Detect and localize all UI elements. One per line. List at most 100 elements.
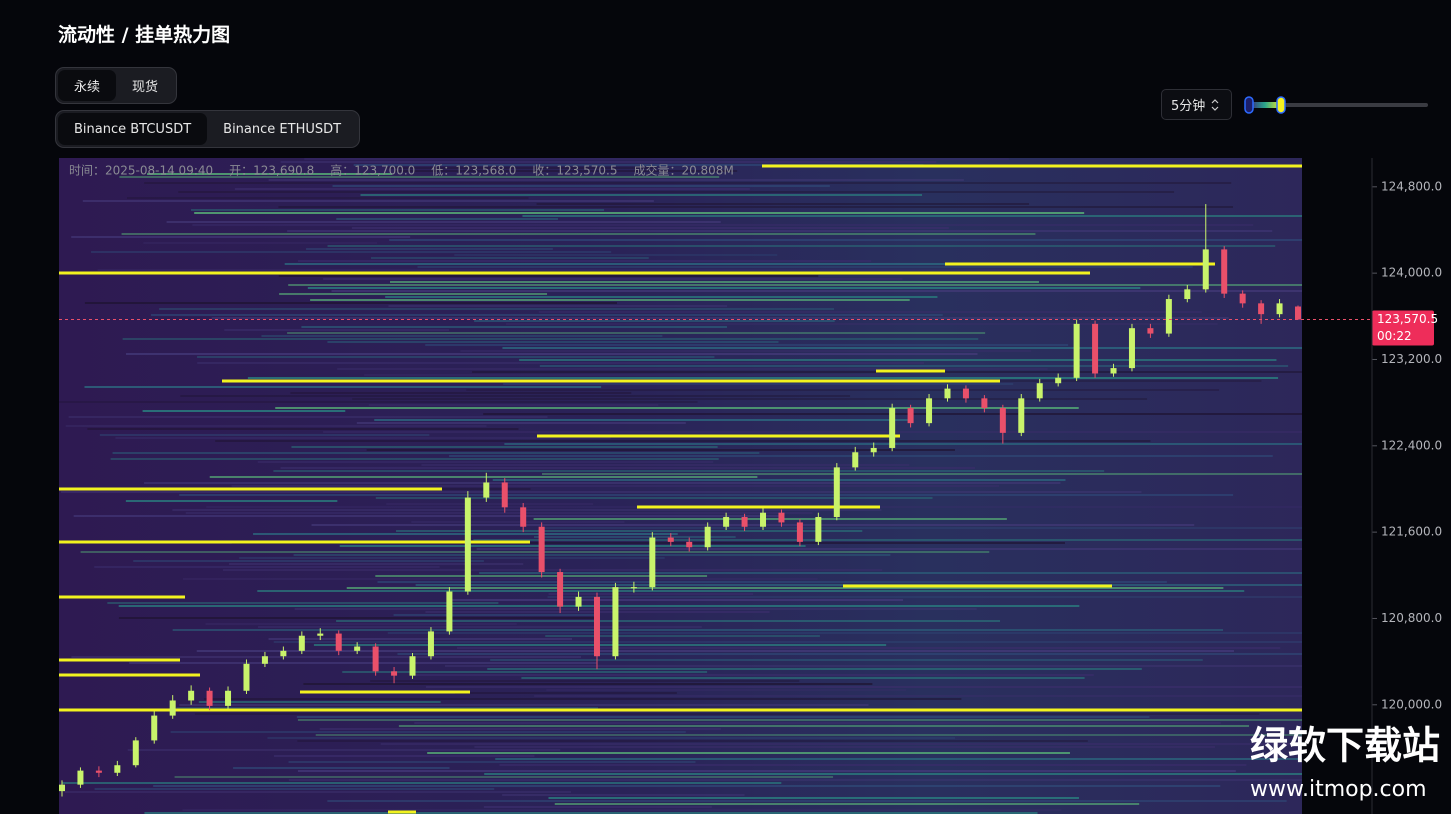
- watermark-url: www.itmop.com: [1250, 777, 1427, 802]
- heatmap-stripe: [275, 407, 1079, 409]
- heatmap-stripe: [504, 443, 1302, 445]
- heatmap-stripe: [393, 614, 597, 616]
- candle-body: [446, 591, 453, 632]
- heatmap-stripe: [327, 341, 779, 343]
- heatmap-stripe: [466, 389, 1220, 391]
- heatmap-stripe: [278, 275, 819, 277]
- heatmap-stripe: [306, 248, 553, 250]
- heatmap-stripe: [196, 650, 1235, 652]
- heatmap-stripe: [127, 749, 561, 751]
- heatmap-stripe: [297, 719, 1303, 721]
- heatmap-stripe: [339, 545, 806, 547]
- heatmap-stripe: [278, 206, 1234, 208]
- candle-body: [630, 587, 637, 589]
- heatmap-stripe: [387, 632, 1303, 634]
- y-tick-label: 124,000.0: [1381, 266, 1442, 280]
- heatmap-stripe: [502, 794, 745, 796]
- heatmap-stripe: [396, 530, 863, 532]
- heatmap-stripe: [97, 269, 1091, 271]
- heatmap-stripe: [126, 353, 978, 355]
- heatmap-stripe: [294, 608, 977, 610]
- heatmap-stripe: [386, 503, 594, 505]
- heatmap-stripe: [479, 572, 1303, 574]
- heatmap-stripe: [239, 557, 665, 559]
- current-price-label: 123,570.5: [1377, 312, 1438, 326]
- heatmap-stripe: [64, 791, 572, 793]
- candle-body: [317, 633, 324, 636]
- info-text: 低：123,568.0: [431, 164, 516, 178]
- heatmap-stripe: [284, 263, 1150, 265]
- interval-select[interactable]: 5分钟: [1161, 89, 1232, 120]
- heatmap-stripe: [178, 191, 1175, 193]
- heatmap-stripe: [94, 788, 495, 790]
- heatmap-stripe: [73, 515, 782, 517]
- heatmap-stripe: [495, 758, 1303, 760]
- heatmap-stripe: [84, 302, 617, 304]
- slider-knob[interactable]: [1244, 96, 1254, 114]
- heatmap-stripe: [472, 371, 1302, 373]
- intensity-slider[interactable]: [1244, 96, 1430, 114]
- heatmap-stripe: [390, 281, 1039, 283]
- candle-body: [225, 690, 232, 706]
- heatmap-stripe: [545, 635, 820, 637]
- symbol-tabs: Binance BTCUSDT Binance ETHUSDT: [55, 110, 361, 148]
- heatmap-stripe: [121, 233, 1036, 235]
- heatmap-stripe: [119, 176, 720, 178]
- heatmap-stripe: [374, 419, 908, 421]
- interval-value: 5分钟: [1171, 99, 1206, 114]
- candle-body: [114, 765, 121, 773]
- candle-body: [1018, 398, 1025, 433]
- heatmap-stripe: [129, 662, 597, 664]
- candle-body: [243, 663, 250, 691]
- tab[interactable]: Binance BTCUSDT: [58, 113, 208, 145]
- heatmap-stripe: [247, 377, 1279, 379]
- liquidity-walls: [59, 164, 1302, 814]
- heatmap-stripe: [153, 785, 1221, 787]
- slider-knob[interactable]: [1276, 96, 1286, 114]
- candle-body: [796, 522, 803, 542]
- heatmap-stripe: [474, 746, 1216, 748]
- heatmap-stripe: [490, 659, 1203, 661]
- heatmap-stripe: [122, 338, 979, 340]
- heatmap-stripe: [427, 752, 1070, 754]
- heatmap-stripe: [533, 518, 1007, 520]
- tab[interactable]: 永续: [58, 70, 117, 101]
- candle-body: [520, 507, 527, 527]
- heatmap-stripe: [327, 245, 1276, 247]
- heatmap-stripe: [352, 398, 1148, 400]
- heatmap-stripe: [280, 161, 937, 163]
- heatmap-stripe: [215, 440, 1151, 442]
- heatmap-stripe: [203, 698, 962, 700]
- candle-body: [59, 784, 65, 792]
- heatmap-stripe: [209, 476, 758, 478]
- heatmap-stripe: [273, 470, 1105, 472]
- heatmap-stripe: [332, 185, 830, 187]
- heatmap-stripe: [421, 464, 910, 466]
- heatmap-stripe: [521, 677, 1085, 679]
- heatmap-stripe: [180, 395, 851, 397]
- heatmap-stripe: [534, 695, 1302, 697]
- heatmap-stripe: [522, 215, 1302, 217]
- heatmap-stripe: [297, 740, 1088, 742]
- heatmap-stripe: [152, 272, 626, 274]
- heatmap-stripe: [315, 734, 1302, 736]
- heatmap-stripe: [257, 461, 714, 463]
- heatmap-stripe: [287, 230, 1273, 232]
- heatmap-stripe: [454, 692, 677, 694]
- heatmap-stripe: [288, 779, 1302, 781]
- heatmap-stripe: [304, 158, 1009, 160]
- heatmap-stripe: [125, 500, 338, 502]
- slider-track: [1248, 103, 1428, 107]
- y-tick-label: 121,600.0: [1381, 525, 1442, 539]
- heatmap-stripe: [445, 665, 1302, 667]
- heatmap-stripe: [273, 641, 1302, 643]
- heatmap-stripe: [192, 224, 1254, 226]
- tab[interactable]: Binance ETHUSDT: [223, 121, 342, 137]
- heatmap-stripe: [179, 494, 1234, 496]
- heatmap-stripe: [206, 506, 1302, 508]
- heatmap-stripe: [228, 563, 524, 565]
- heatmap-stripe: [115, 437, 611, 439]
- candle-body: [981, 398, 988, 409]
- tab[interactable]: 现货: [132, 80, 159, 95]
- heatmap-stripe: [370, 680, 800, 682]
